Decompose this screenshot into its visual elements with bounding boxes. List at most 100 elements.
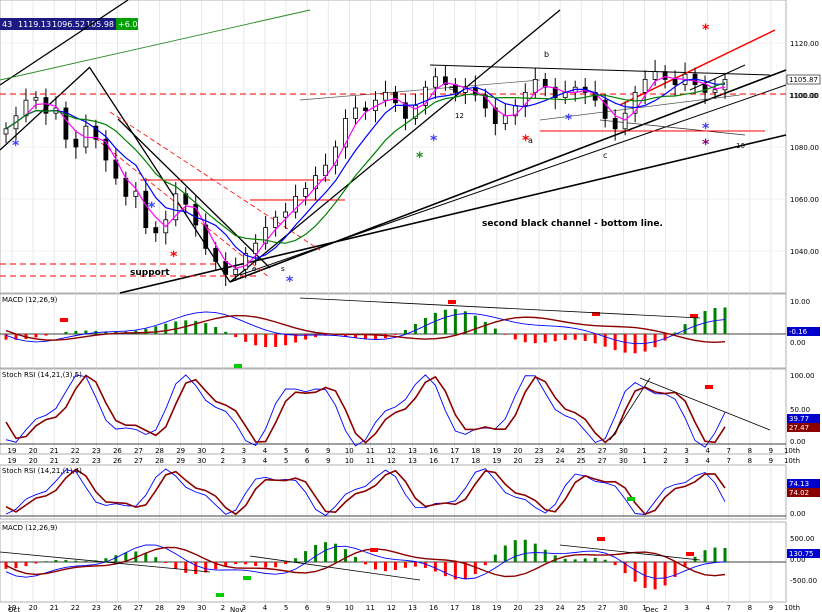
annotation-label: s	[281, 265, 285, 273]
candle-body	[153, 227, 159, 234]
candle-body	[612, 118, 618, 130]
signal-mark-1	[448, 300, 456, 304]
macd2-hist-bar	[164, 562, 168, 564]
last-price-tag	[786, 74, 821, 85]
macd2-hist-bar	[24, 562, 28, 567]
annotation-label: b	[544, 50, 549, 59]
asterisk-marker-6: *	[522, 133, 530, 149]
x-tick-label: 4	[263, 457, 268, 465]
x-tick-label: 24	[556, 604, 565, 612]
x-tick-label: 22	[71, 457, 80, 465]
macd2-hist-bar	[553, 555, 557, 562]
x-tick-label: 21	[50, 457, 59, 465]
macd2-hist-bar	[184, 562, 188, 573]
x-tick-label: 24	[556, 447, 565, 455]
candle-body	[712, 89, 718, 93]
macd2-value-tag	[787, 549, 820, 558]
ma-fast-line	[5, 76, 726, 269]
macd2-hist-bar	[373, 562, 377, 570]
macd1-hist-bar	[214, 326, 218, 334]
x-tick-label: 3	[684, 447, 688, 455]
macd2-hist-bar	[234, 562, 238, 565]
x-tick-label: 28	[155, 604, 164, 612]
macd2-hist-bar	[723, 547, 727, 562]
macd2-hist-bar	[344, 549, 348, 562]
macd1-hist-bar	[563, 334, 567, 341]
asterisk-marker-7: *	[565, 112, 573, 128]
macd1-panel	[0, 293, 787, 369]
macd1-label: MACD (12,26,9)	[2, 296, 58, 304]
candle-body	[522, 92, 528, 106]
header-bar: 43 1119.13 1096.52 105.98 +6.08	[0, 18, 143, 30]
macd2-tick-label: -500.00	[790, 577, 817, 585]
annotation-label: support	[130, 268, 170, 278]
macd1-hist-bar	[64, 331, 68, 334]
x-axis: 19 20 21 22 23 26 27 28 29 30 2 3 4 5 6 9 10 11 12 13 16 17 18…	[8, 447, 801, 612]
header-high: 1096.52	[52, 20, 85, 29]
macd1-hist-bar	[433, 312, 437, 334]
candle-body	[3, 128, 9, 135]
signal-mark-0	[60, 318, 68, 322]
x-tick-label: 7	[727, 447, 731, 455]
macd1-hist-bar	[693, 316, 697, 334]
candle-body	[363, 107, 368, 111]
x-tick-label: 9	[769, 447, 773, 455]
macd1-value-label: -0.16	[789, 328, 808, 336]
macd2-hist-bar	[503, 545, 507, 562]
price-tick-label: 1120.00	[790, 40, 819, 48]
candle-body	[303, 188, 308, 197]
trend-line-7	[239, 84, 787, 276]
price-tick-label: 1080.00	[790, 144, 819, 152]
candle-body	[243, 253, 249, 270]
price-tick-label: 1100.00	[790, 92, 819, 100]
asterisk-marker-9: *	[702, 121, 710, 137]
x-tick-label: 20	[29, 457, 38, 465]
macd2-hist-bar	[713, 547, 717, 562]
candle-body	[143, 190, 149, 228]
x-tick-label: 10	[345, 604, 354, 612]
signal-mark-6	[627, 497, 635, 501]
macd1-hist-bar	[144, 328, 148, 334]
last-price-label-2: 1100.00	[789, 92, 818, 100]
annotation-label: second black channel - bottom line.	[482, 219, 663, 229]
x-tick-label: 19	[8, 457, 17, 465]
macd1-hist-bar	[643, 334, 647, 352]
x-tick-label: 4	[705, 447, 710, 455]
candle-body	[283, 211, 289, 218]
candle-body	[393, 92, 398, 104]
macd1-hist-bar	[473, 315, 477, 334]
stoch1-trend-line-2	[639, 377, 771, 431]
x-tick-label: 8	[748, 604, 752, 612]
macd1-hist-bar	[294, 334, 298, 343]
stoch1-fast-line	[5, 374, 726, 448]
macd1-hist-bar	[543, 334, 547, 343]
candle-body	[123, 177, 129, 197]
x-tick-label: 11	[366, 457, 375, 465]
x-tick-label: 13	[408, 457, 417, 465]
x-tick-label: 2	[221, 447, 225, 455]
x-tick-label: 9	[769, 604, 773, 612]
macd2-hist-bar	[443, 562, 447, 577]
candle-body	[632, 92, 638, 114]
x-tick-label: 18	[471, 457, 480, 465]
macd1-hist-bar	[673, 332, 677, 334]
month-label-oct: Oct	[8, 606, 20, 612]
x-tick-label: 21	[50, 604, 59, 612]
macd2-hist-bar	[254, 562, 258, 566]
candle-body	[173, 193, 179, 221]
price-annotations: second black channel - bottom line. suppo…	[12, 22, 745, 290]
x-tick-label: 27	[134, 447, 143, 455]
x-tick-label: 24	[556, 457, 565, 465]
candle-body	[652, 71, 658, 80]
macd1-hist-bar	[224, 331, 228, 334]
macd1-hist-bar	[683, 324, 687, 334]
x-tick-label: 3	[684, 457, 688, 465]
x-tick-label: 9	[326, 447, 330, 455]
macd2-hist-bar	[573, 559, 577, 562]
last-price-label: 1105.87	[789, 76, 818, 84]
macd2-hist-bar	[483, 562, 487, 566]
macd2-hist-bar	[364, 562, 367, 565]
annotation-label: e	[449, 84, 453, 92]
candle-body	[313, 175, 318, 190]
trend-line-6	[119, 134, 787, 294]
